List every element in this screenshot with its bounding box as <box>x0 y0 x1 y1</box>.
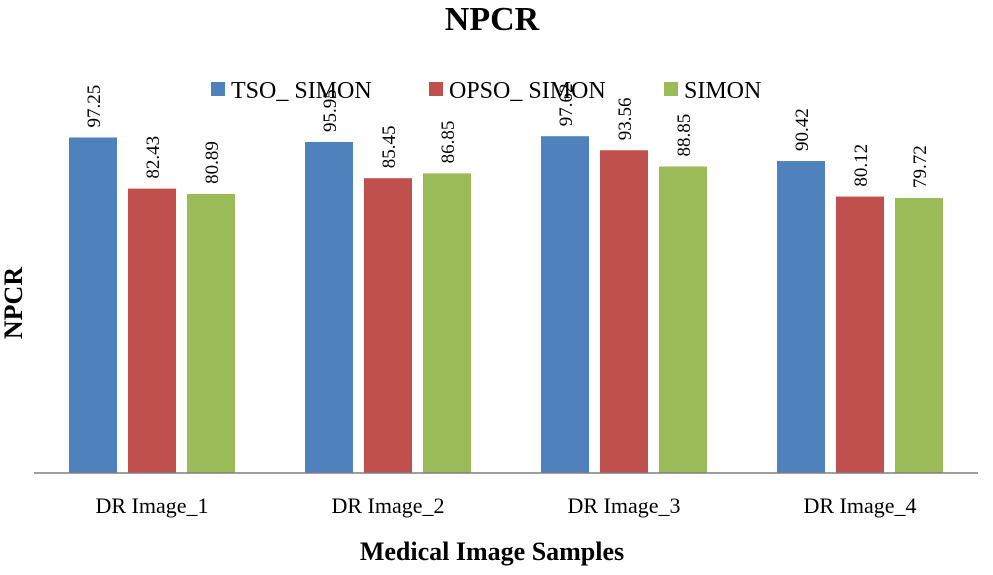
data-label-opso-simon-dr-image-2: 85.45 <box>379 125 400 168</box>
x-tick-label-dr-image-1: DR Image_1 <box>95 493 208 518</box>
bar-opso-simon-dr-image-4 <box>836 196 884 473</box>
data-label-simon-dr-image-4: 79.72 <box>910 145 931 188</box>
data-label-simon-dr-image-3: 88.85 <box>674 114 695 157</box>
data-label-opso-simon-dr-image-1: 82.43 <box>143 136 164 179</box>
x-tick-labels: DR Image_1 DR Image_2 DR Image_3 DR Image_4 <box>95 493 916 518</box>
data-label-simon-dr-image-2: 86.85 <box>438 121 459 164</box>
bar-tso-simon-dr-image-4 <box>777 161 825 473</box>
legend-label-tso-simon: TSO_ SIMON <box>231 78 372 104</box>
bars-group <box>69 136 943 474</box>
bar-opso-simon-dr-image-1 <box>128 188 176 473</box>
data-label-tso-simon-dr-image-1: 97.25 <box>84 85 105 128</box>
data-label-simon-dr-image-1: 80.89 <box>202 141 223 184</box>
legend-label-simon: SIMON <box>684 78 761 104</box>
bar-tso-simon-dr-image-2 <box>305 141 353 473</box>
legend-swatch-opso-simon <box>429 82 443 96</box>
data-label-opso-simon-dr-image-4: 80.12 <box>851 144 872 187</box>
legend-swatch-simon <box>664 82 678 96</box>
bar-tso-simon-dr-image-1 <box>69 137 117 474</box>
legend-swatch-tso-simon <box>211 82 225 96</box>
x-tick-label-dr-image-2: DR Image_2 <box>331 493 444 518</box>
data-label-opso-simon-dr-image-3: 93.56 <box>615 97 636 140</box>
data-label-tso-simon-dr-image-3: 97.62 <box>556 83 577 126</box>
legend-label-opso-simon: OPSO_ SIMON <box>449 78 606 104</box>
chart-title: NPCR <box>445 1 540 38</box>
x-tick-label-dr-image-3: DR Image_3 <box>567 493 680 518</box>
bar-tso-simon-dr-image-3 <box>541 136 589 473</box>
bar-simon-dr-image-1 <box>187 193 235 473</box>
data-labels-group: 97.25 82.43 80.89 95.95 85.45 86.85 97.62 93.56… <box>84 83 931 188</box>
bar-simon-dr-image-3 <box>659 166 707 473</box>
data-label-tso-simon-dr-image-4: 90.42 <box>792 108 813 151</box>
y-axis-title: NPCR <box>0 267 28 339</box>
x-tick-label-dr-image-4: DR Image_4 <box>803 493 916 518</box>
data-label-tso-simon-dr-image-2: 95.95 <box>320 89 341 132</box>
bar-simon-dr-image-2 <box>423 173 471 473</box>
bar-opso-simon-dr-image-3 <box>600 150 648 473</box>
x-axis-title: Medical Image Samples <box>360 537 624 566</box>
legend: TSO_ SIMON OPSO_ SIMON SIMON <box>211 78 761 104</box>
bar-simon-dr-image-4 <box>895 197 943 473</box>
bar-opso-simon-dr-image-2 <box>364 178 412 473</box>
